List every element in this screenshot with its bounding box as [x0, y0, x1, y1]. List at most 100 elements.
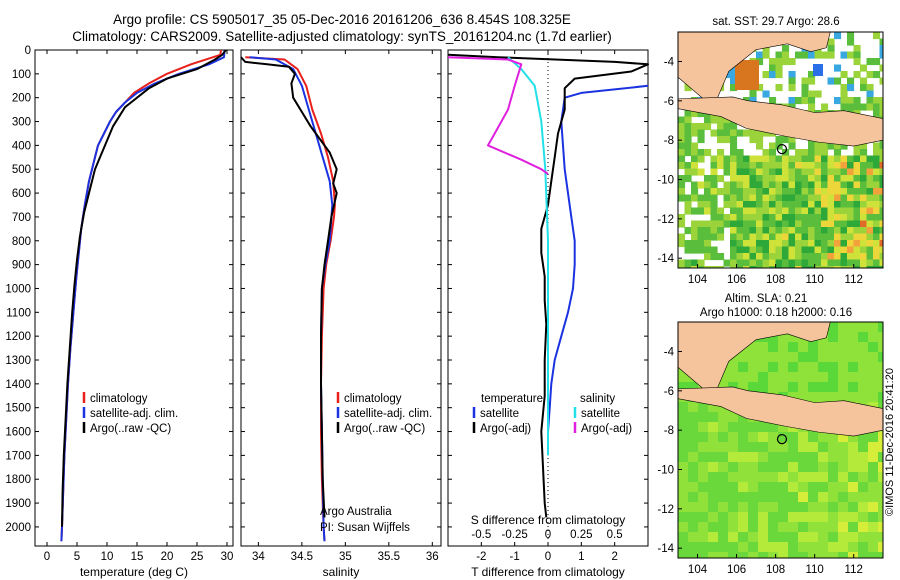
map-cell [778, 492, 789, 503]
map-cell [814, 175, 822, 183]
map-cell [691, 240, 699, 248]
y-tick-label: -6 [664, 386, 674, 398]
map-cell [879, 207, 883, 215]
map-cell [684, 116, 692, 124]
map-cell [828, 392, 839, 403]
map-cell [678, 240, 686, 248]
map-cell [848, 332, 859, 343]
map-cell [818, 522, 829, 533]
map-cell [743, 259, 751, 267]
map-cell [756, 233, 764, 241]
map-cell [853, 194, 861, 202]
map-cell [808, 155, 816, 163]
map-cell [840, 103, 848, 111]
map-cell [730, 194, 738, 202]
map-cell [860, 188, 868, 196]
map-cell [788, 246, 796, 254]
map-cell [827, 162, 835, 170]
map-cell [788, 77, 796, 85]
map-cell [756, 266, 764, 268]
map-cell [743, 207, 751, 215]
map-cell [860, 233, 868, 241]
map-cell [756, 220, 764, 228]
map-cell [782, 227, 790, 235]
map-cell [769, 220, 777, 228]
map-cell [860, 246, 868, 254]
map-cell [808, 452, 819, 463]
map-cell [827, 214, 835, 222]
y-tick-label: 0 [25, 45, 31, 57]
map-cell [762, 188, 770, 196]
map-cell [743, 155, 751, 163]
map-cell [858, 532, 869, 543]
map-cell [678, 402, 689, 413]
map-cell [691, 123, 699, 131]
map-cell [704, 246, 712, 254]
map-cell [847, 207, 855, 215]
map-cell [860, 259, 868, 267]
legend-1-label: satellite-adj. clim. [90, 408, 178, 420]
map-cell [868, 352, 879, 363]
legend-2-label: Argo(..raw -QC) [344, 423, 425, 435]
map-cell [743, 227, 751, 235]
map-cell [840, 71, 848, 79]
map-cell [762, 266, 770, 268]
plot-frame [34, 49, 234, 547]
map-cell [769, 71, 777, 79]
map-cell [723, 168, 731, 176]
map-cell [868, 522, 879, 533]
x-tick-label: 20 [161, 551, 174, 563]
map-cell [697, 168, 705, 176]
map-cell [853, 97, 861, 105]
map-cell [821, 181, 829, 189]
map-cell [718, 502, 729, 513]
map-cell [873, 227, 881, 235]
map-cell [775, 64, 783, 72]
map-cell [840, 142, 848, 150]
map-cell [828, 342, 839, 353]
map-cell [834, 181, 842, 189]
map-cell [723, 220, 731, 228]
map-cell [684, 162, 692, 170]
y-tick-label: 1700 [5, 450, 31, 462]
map-cell [788, 472, 799, 483]
map-cell [879, 227, 883, 235]
map-cell [873, 162, 881, 170]
map-cell [818, 362, 829, 373]
map-cell [691, 162, 699, 170]
map-cell [821, 207, 829, 215]
map-cell [728, 362, 739, 373]
map-cell [678, 552, 689, 558]
map-cell [762, 155, 770, 163]
map-cell [838, 522, 849, 533]
map-cell [879, 168, 883, 176]
map-cell [868, 532, 879, 543]
map-cell [782, 214, 790, 222]
map-cell [688, 512, 699, 523]
map-cell [736, 168, 744, 176]
map-cell [678, 194, 686, 202]
map-cell [827, 220, 835, 228]
x2-tick-label: -0.25 [502, 529, 528, 541]
map-cell [718, 442, 729, 453]
map-cell [769, 207, 777, 215]
map-cell [828, 362, 839, 373]
map-cell [847, 162, 855, 170]
map-cell [878, 322, 883, 333]
map-cell [718, 512, 729, 523]
y-tick-label: 1100 [6, 307, 31, 319]
map-cell [710, 201, 718, 209]
map-cell [866, 90, 874, 98]
map-cell [748, 352, 759, 363]
map-cell [788, 442, 799, 453]
map-cell [860, 84, 868, 92]
map-cell [697, 259, 705, 267]
map-cell [691, 149, 699, 157]
map-cell [698, 452, 709, 463]
map-cell [788, 71, 796, 79]
map-cell [748, 512, 759, 523]
map-cell [768, 492, 779, 503]
map-cell [834, 246, 842, 254]
map-cell [730, 181, 738, 189]
x-tick-label: 112 [845, 274, 863, 286]
